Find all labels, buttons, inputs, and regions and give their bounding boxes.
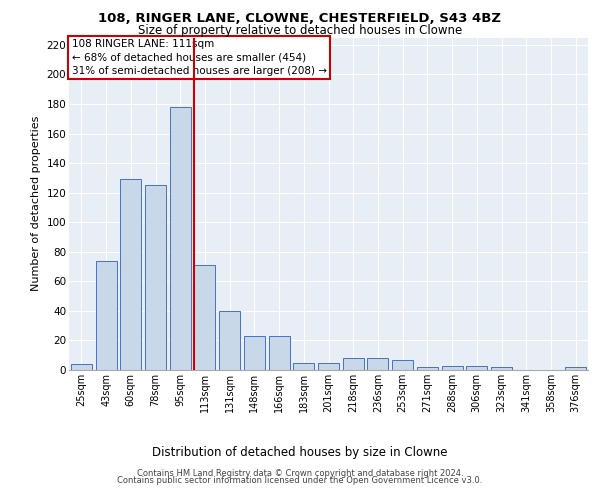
Bar	[194, 265, 215, 370]
Bar	[269, 336, 290, 370]
Bar	[293, 362, 314, 370]
Bar	[392, 360, 413, 370]
Text: 108, RINGER LANE, CLOWNE, CHESTERFIELD, S43 4BZ: 108, RINGER LANE, CLOWNE, CHESTERFIELD, …	[98, 12, 502, 26]
Bar	[145, 186, 166, 370]
Bar	[442, 366, 463, 370]
Bar	[170, 107, 191, 370]
Bar	[491, 367, 512, 370]
Bar	[120, 180, 141, 370]
Bar	[244, 336, 265, 370]
Bar	[367, 358, 388, 370]
Bar	[466, 366, 487, 370]
Text: Size of property relative to detached houses in Clowne: Size of property relative to detached ho…	[138, 24, 462, 37]
Text: Contains public sector information licensed under the Open Government Licence v3: Contains public sector information licen…	[118, 476, 482, 485]
Text: Contains HM Land Registry data © Crown copyright and database right 2024.: Contains HM Land Registry data © Crown c…	[137, 468, 463, 477]
Text: Distribution of detached houses by size in Clowne: Distribution of detached houses by size …	[152, 446, 448, 459]
Bar	[417, 367, 438, 370]
Bar	[219, 311, 240, 370]
Bar	[318, 362, 339, 370]
Bar	[565, 367, 586, 370]
Text: 108 RINGER LANE: 111sqm
← 68% of detached houses are smaller (454)
31% of semi-d: 108 RINGER LANE: 111sqm ← 68% of detache…	[71, 39, 326, 76]
Bar	[95, 260, 116, 370]
Y-axis label: Number of detached properties: Number of detached properties	[31, 116, 41, 292]
Bar	[343, 358, 364, 370]
Bar	[71, 364, 92, 370]
